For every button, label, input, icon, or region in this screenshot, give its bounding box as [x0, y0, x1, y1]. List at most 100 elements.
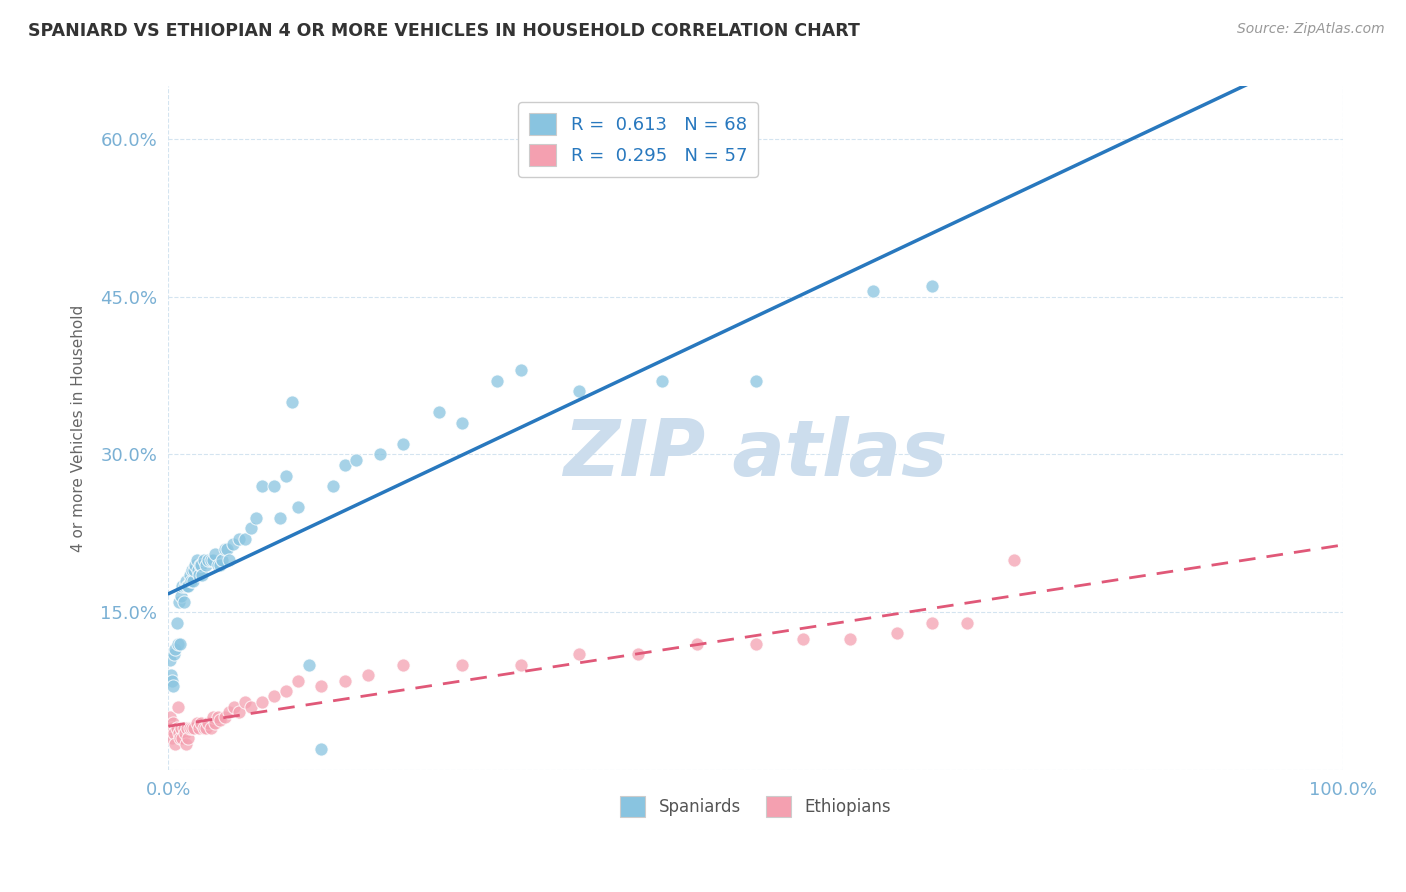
Point	[187, 721, 209, 735]
Point	[183, 721, 205, 735]
Point	[173, 595, 195, 609]
Point	[280, 395, 302, 409]
Point	[169, 731, 191, 746]
Point	[509, 363, 531, 377]
Point	[921, 615, 943, 630]
Point	[211, 552, 233, 566]
Point	[200, 552, 222, 566]
Point	[274, 468, 297, 483]
Point	[204, 715, 226, 730]
Point	[159, 710, 181, 724]
Point	[218, 705, 240, 719]
Point	[160, 731, 183, 746]
Point	[209, 713, 232, 727]
Point	[333, 673, 356, 688]
Point	[322, 479, 344, 493]
Point	[166, 615, 188, 630]
Point	[274, 684, 297, 698]
Point	[239, 521, 262, 535]
Point	[862, 285, 884, 299]
Point	[368, 447, 391, 461]
Point	[217, 542, 239, 557]
Point	[744, 637, 766, 651]
Point	[174, 574, 197, 588]
Point	[568, 384, 591, 399]
Point	[177, 731, 200, 746]
Point	[166, 699, 188, 714]
Point	[218, 552, 240, 566]
Y-axis label: 4 or more Vehicles in Household: 4 or more Vehicles in Household	[72, 304, 86, 552]
Point	[204, 548, 226, 562]
Point	[287, 673, 309, 688]
Point	[392, 657, 415, 672]
Point	[166, 637, 188, 651]
Point	[176, 721, 198, 735]
Point	[162, 715, 184, 730]
Point	[357, 668, 380, 682]
Point	[209, 558, 232, 572]
Point	[186, 715, 208, 730]
Point	[427, 405, 450, 419]
Point	[214, 710, 236, 724]
Point	[233, 532, 256, 546]
Point	[627, 648, 650, 662]
Point	[190, 715, 212, 730]
Point	[207, 558, 229, 572]
Point	[252, 479, 274, 493]
Point	[187, 563, 209, 577]
Point	[263, 690, 285, 704]
Point	[181, 574, 204, 588]
Point	[162, 679, 184, 693]
Text: ZIP atlas: ZIP atlas	[564, 417, 948, 492]
Point	[179, 568, 201, 582]
Point	[651, 374, 673, 388]
Legend: Spaniards, Ethiopians: Spaniards, Ethiopians	[613, 789, 897, 823]
Point	[183, 563, 205, 577]
Point	[179, 721, 201, 735]
Point	[197, 715, 219, 730]
Point	[194, 721, 217, 735]
Point	[207, 710, 229, 724]
Point	[180, 721, 202, 735]
Point	[159, 721, 181, 735]
Point	[197, 552, 219, 566]
Point	[245, 510, 267, 524]
Point	[201, 710, 224, 724]
Point	[166, 721, 188, 735]
Point	[287, 500, 309, 514]
Point	[187, 568, 209, 582]
Point	[190, 558, 212, 572]
Point	[333, 458, 356, 472]
Point	[252, 695, 274, 709]
Point	[509, 657, 531, 672]
Point	[233, 695, 256, 709]
Point	[200, 721, 222, 735]
Point	[201, 552, 224, 566]
Point	[309, 679, 332, 693]
Point	[170, 590, 193, 604]
Point	[956, 615, 979, 630]
Text: SPANIARD VS ETHIOPIAN 4 OR MORE VEHICLES IN HOUSEHOLD CORRELATION CHART: SPANIARD VS ETHIOPIAN 4 OR MORE VEHICLES…	[28, 22, 860, 40]
Point	[160, 673, 183, 688]
Point	[159, 668, 181, 682]
Point	[180, 563, 202, 577]
Point	[921, 279, 943, 293]
Point	[269, 510, 291, 524]
Point	[298, 657, 321, 672]
Point	[165, 642, 187, 657]
Point	[239, 699, 262, 714]
Point	[174, 737, 197, 751]
Point	[222, 537, 245, 551]
Point	[744, 374, 766, 388]
Point	[163, 726, 186, 740]
Point	[172, 731, 194, 746]
Point	[186, 552, 208, 566]
Point	[193, 721, 215, 735]
Point	[163, 648, 186, 662]
Point	[792, 632, 814, 646]
Point	[176, 579, 198, 593]
Point	[568, 648, 591, 662]
Point	[228, 705, 250, 719]
Point	[224, 699, 246, 714]
Point	[263, 479, 285, 493]
